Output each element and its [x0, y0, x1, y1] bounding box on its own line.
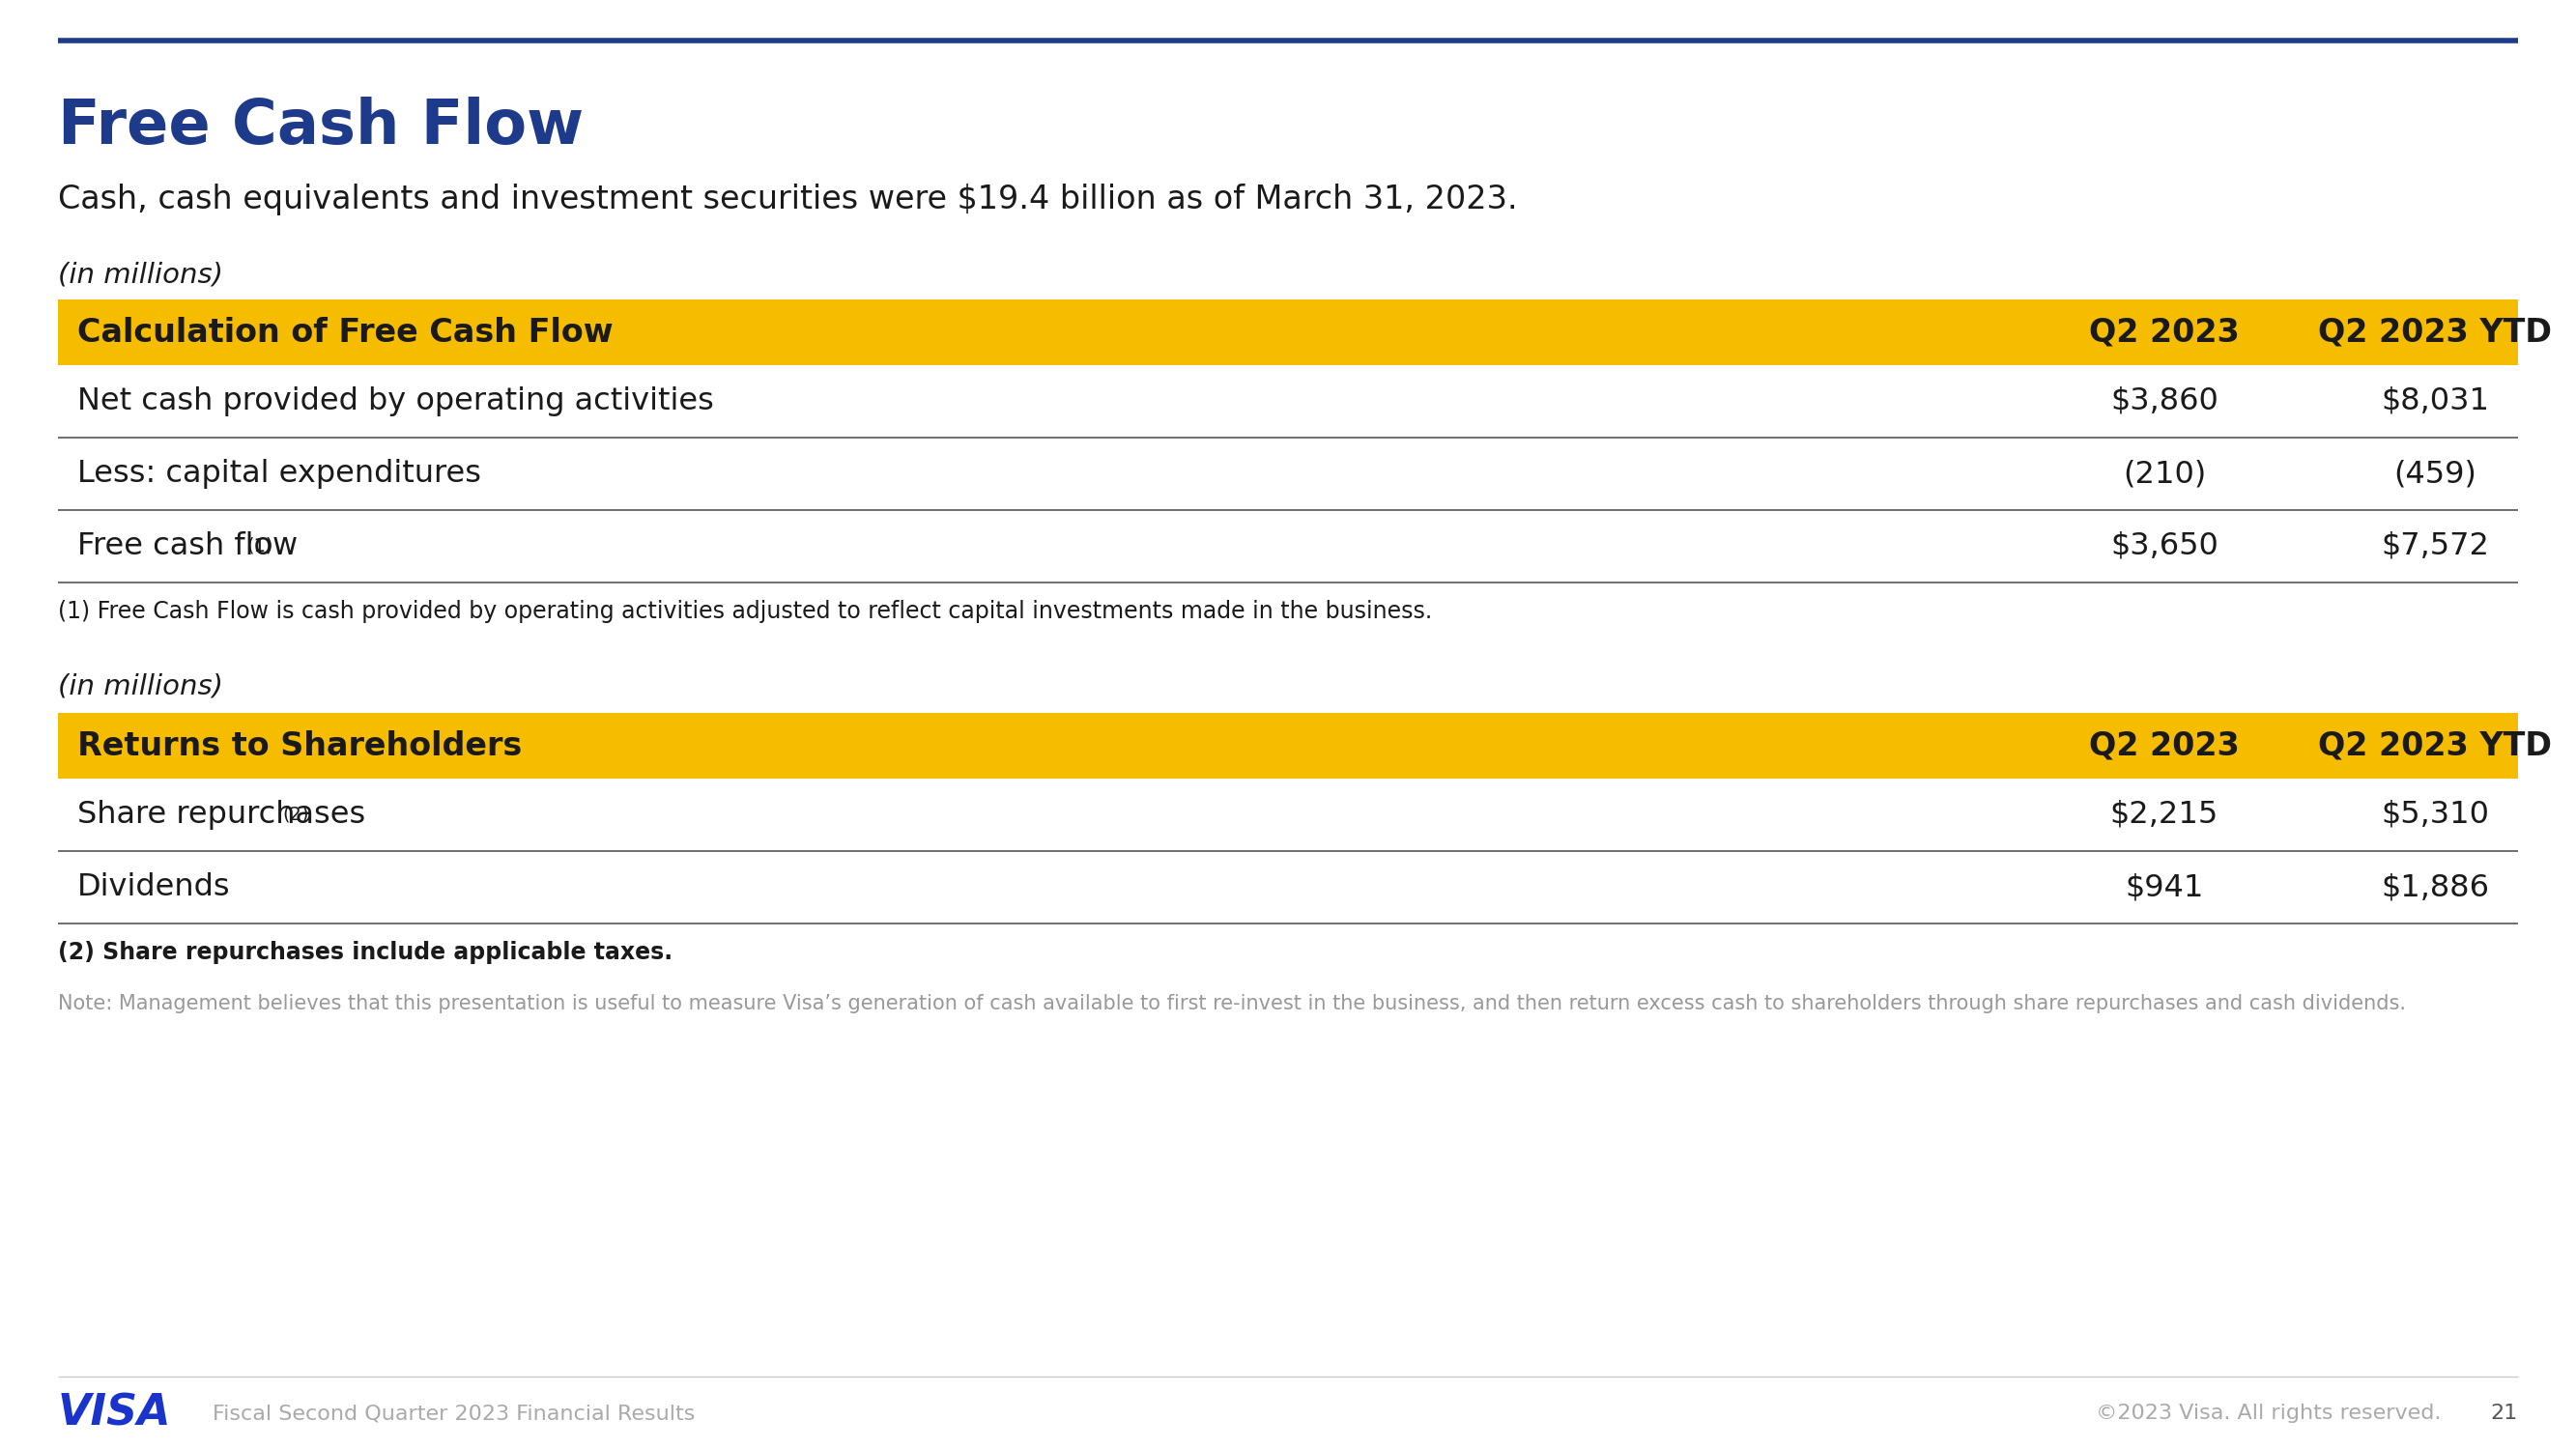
Text: $8,031: $8,031 — [2380, 387, 2488, 416]
Text: Q2 2023 YTD: Q2 2023 YTD — [2318, 730, 2553, 762]
Text: (in millions): (in millions) — [59, 672, 224, 700]
Text: Cash, cash equivalents and investment securities were $19.4 billion as of March : Cash, cash equivalents and investment se… — [59, 184, 1517, 216]
Text: Less: capital expenditures: Less: capital expenditures — [77, 459, 482, 488]
Text: Calculation of Free Cash Flow: Calculation of Free Cash Flow — [77, 316, 613, 348]
Text: Share repurchases: Share repurchases — [77, 800, 366, 830]
Text: 21: 21 — [2491, 1404, 2517, 1423]
Text: (210): (210) — [2123, 459, 2205, 488]
Bar — [59, 713, 2517, 778]
Text: $3,650: $3,650 — [2110, 532, 2218, 561]
Text: Fiscal Second Quarter 2023 Financial Results: Fiscal Second Quarter 2023 Financial Res… — [214, 1404, 696, 1423]
Text: Q2 2023: Q2 2023 — [2089, 730, 2239, 762]
Text: Free Cash Flow: Free Cash Flow — [59, 97, 585, 156]
Text: $2,215: $2,215 — [2110, 800, 2218, 830]
Text: Free cash flow: Free cash flow — [77, 532, 299, 561]
Text: $7,572: $7,572 — [2380, 532, 2488, 561]
Text: (1) Free Cash Flow is cash provided by operating activities adjusted to reflect : (1) Free Cash Flow is cash provided by o… — [59, 600, 1432, 623]
Text: ©2023 Visa. All rights reserved.: ©2023 Visa. All rights reserved. — [2094, 1404, 2439, 1423]
Text: Net cash provided by operating activities: Net cash provided by operating activitie… — [77, 387, 714, 416]
Text: $3,860: $3,860 — [2110, 387, 2218, 416]
Text: (2) Share repurchases include applicable taxes.: (2) Share repurchases include applicable… — [59, 940, 672, 964]
Text: $941: $941 — [2125, 872, 2202, 903]
Text: (1): (1) — [247, 536, 273, 555]
Text: $5,310: $5,310 — [2380, 800, 2488, 830]
Text: (in millions): (in millions) — [59, 261, 224, 288]
Text: Q2 2023 YTD: Q2 2023 YTD — [2318, 316, 2553, 348]
Text: Dividends: Dividends — [77, 872, 232, 903]
Text: $1,886: $1,886 — [2380, 872, 2488, 903]
Bar — [59, 300, 2517, 365]
Text: (459): (459) — [2393, 459, 2476, 488]
Text: Q2 2023: Q2 2023 — [2089, 316, 2239, 348]
Text: Returns to Shareholders: Returns to Shareholders — [77, 730, 523, 762]
Text: VISA: VISA — [59, 1392, 173, 1435]
Text: (2): (2) — [283, 806, 309, 823]
Text: Note: Management believes that this presentation is useful to measure Visa’s gen: Note: Management believes that this pres… — [59, 994, 2406, 1013]
